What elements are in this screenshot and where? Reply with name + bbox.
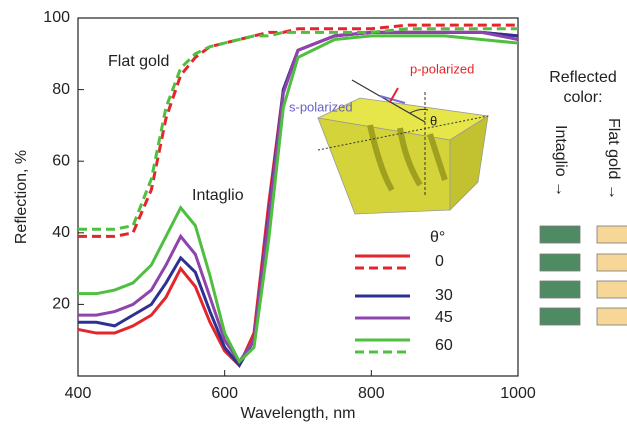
- x-tick-label: 600: [211, 385, 238, 402]
- color-swatches: [539, 225, 627, 326]
- flat-gold-line: [78, 27, 518, 231]
- y-axis-title: Reflection, %: [13, 150, 30, 244]
- plot-frame: [77, 17, 519, 377]
- x-tick-label: 800: [358, 385, 385, 402]
- legend-title: θ°: [430, 229, 445, 246]
- legend-label: 45: [435, 309, 453, 326]
- x-axis-title: Wavelength, nm: [240, 405, 355, 422]
- y-tick-label: 40: [52, 224, 70, 241]
- annotation: Flat gold: [108, 53, 169, 70]
- legend-label: 30: [435, 287, 453, 304]
- side-label: Flat gold →: [605, 118, 622, 200]
- x-tick-label: 1000: [500, 385, 536, 402]
- legend-label: 60: [435, 337, 453, 354]
- y-tick-label: 20: [52, 296, 70, 313]
- y-tick-label: 60: [52, 152, 70, 169]
- inset-label: θ: [430, 113, 437, 128]
- inset-diagram: [316, 79, 490, 215]
- side-label: Intaglio →: [552, 125, 569, 197]
- legend-label: 0: [435, 253, 444, 270]
- annotation: Intaglio: [192, 187, 244, 204]
- inset-label: s-polarized: [289, 99, 353, 114]
- side-title: color:: [563, 89, 602, 106]
- flat-gold-line: [78, 23, 518, 238]
- side-title: Reflected: [549, 69, 617, 86]
- y-tick-label: 100: [43, 9, 70, 26]
- inset-label: p-polarized: [410, 61, 474, 76]
- y-tick-label: 80: [52, 81, 70, 98]
- intaglio-line: [78, 34, 519, 365]
- x-tick-label: 400: [65, 385, 92, 402]
